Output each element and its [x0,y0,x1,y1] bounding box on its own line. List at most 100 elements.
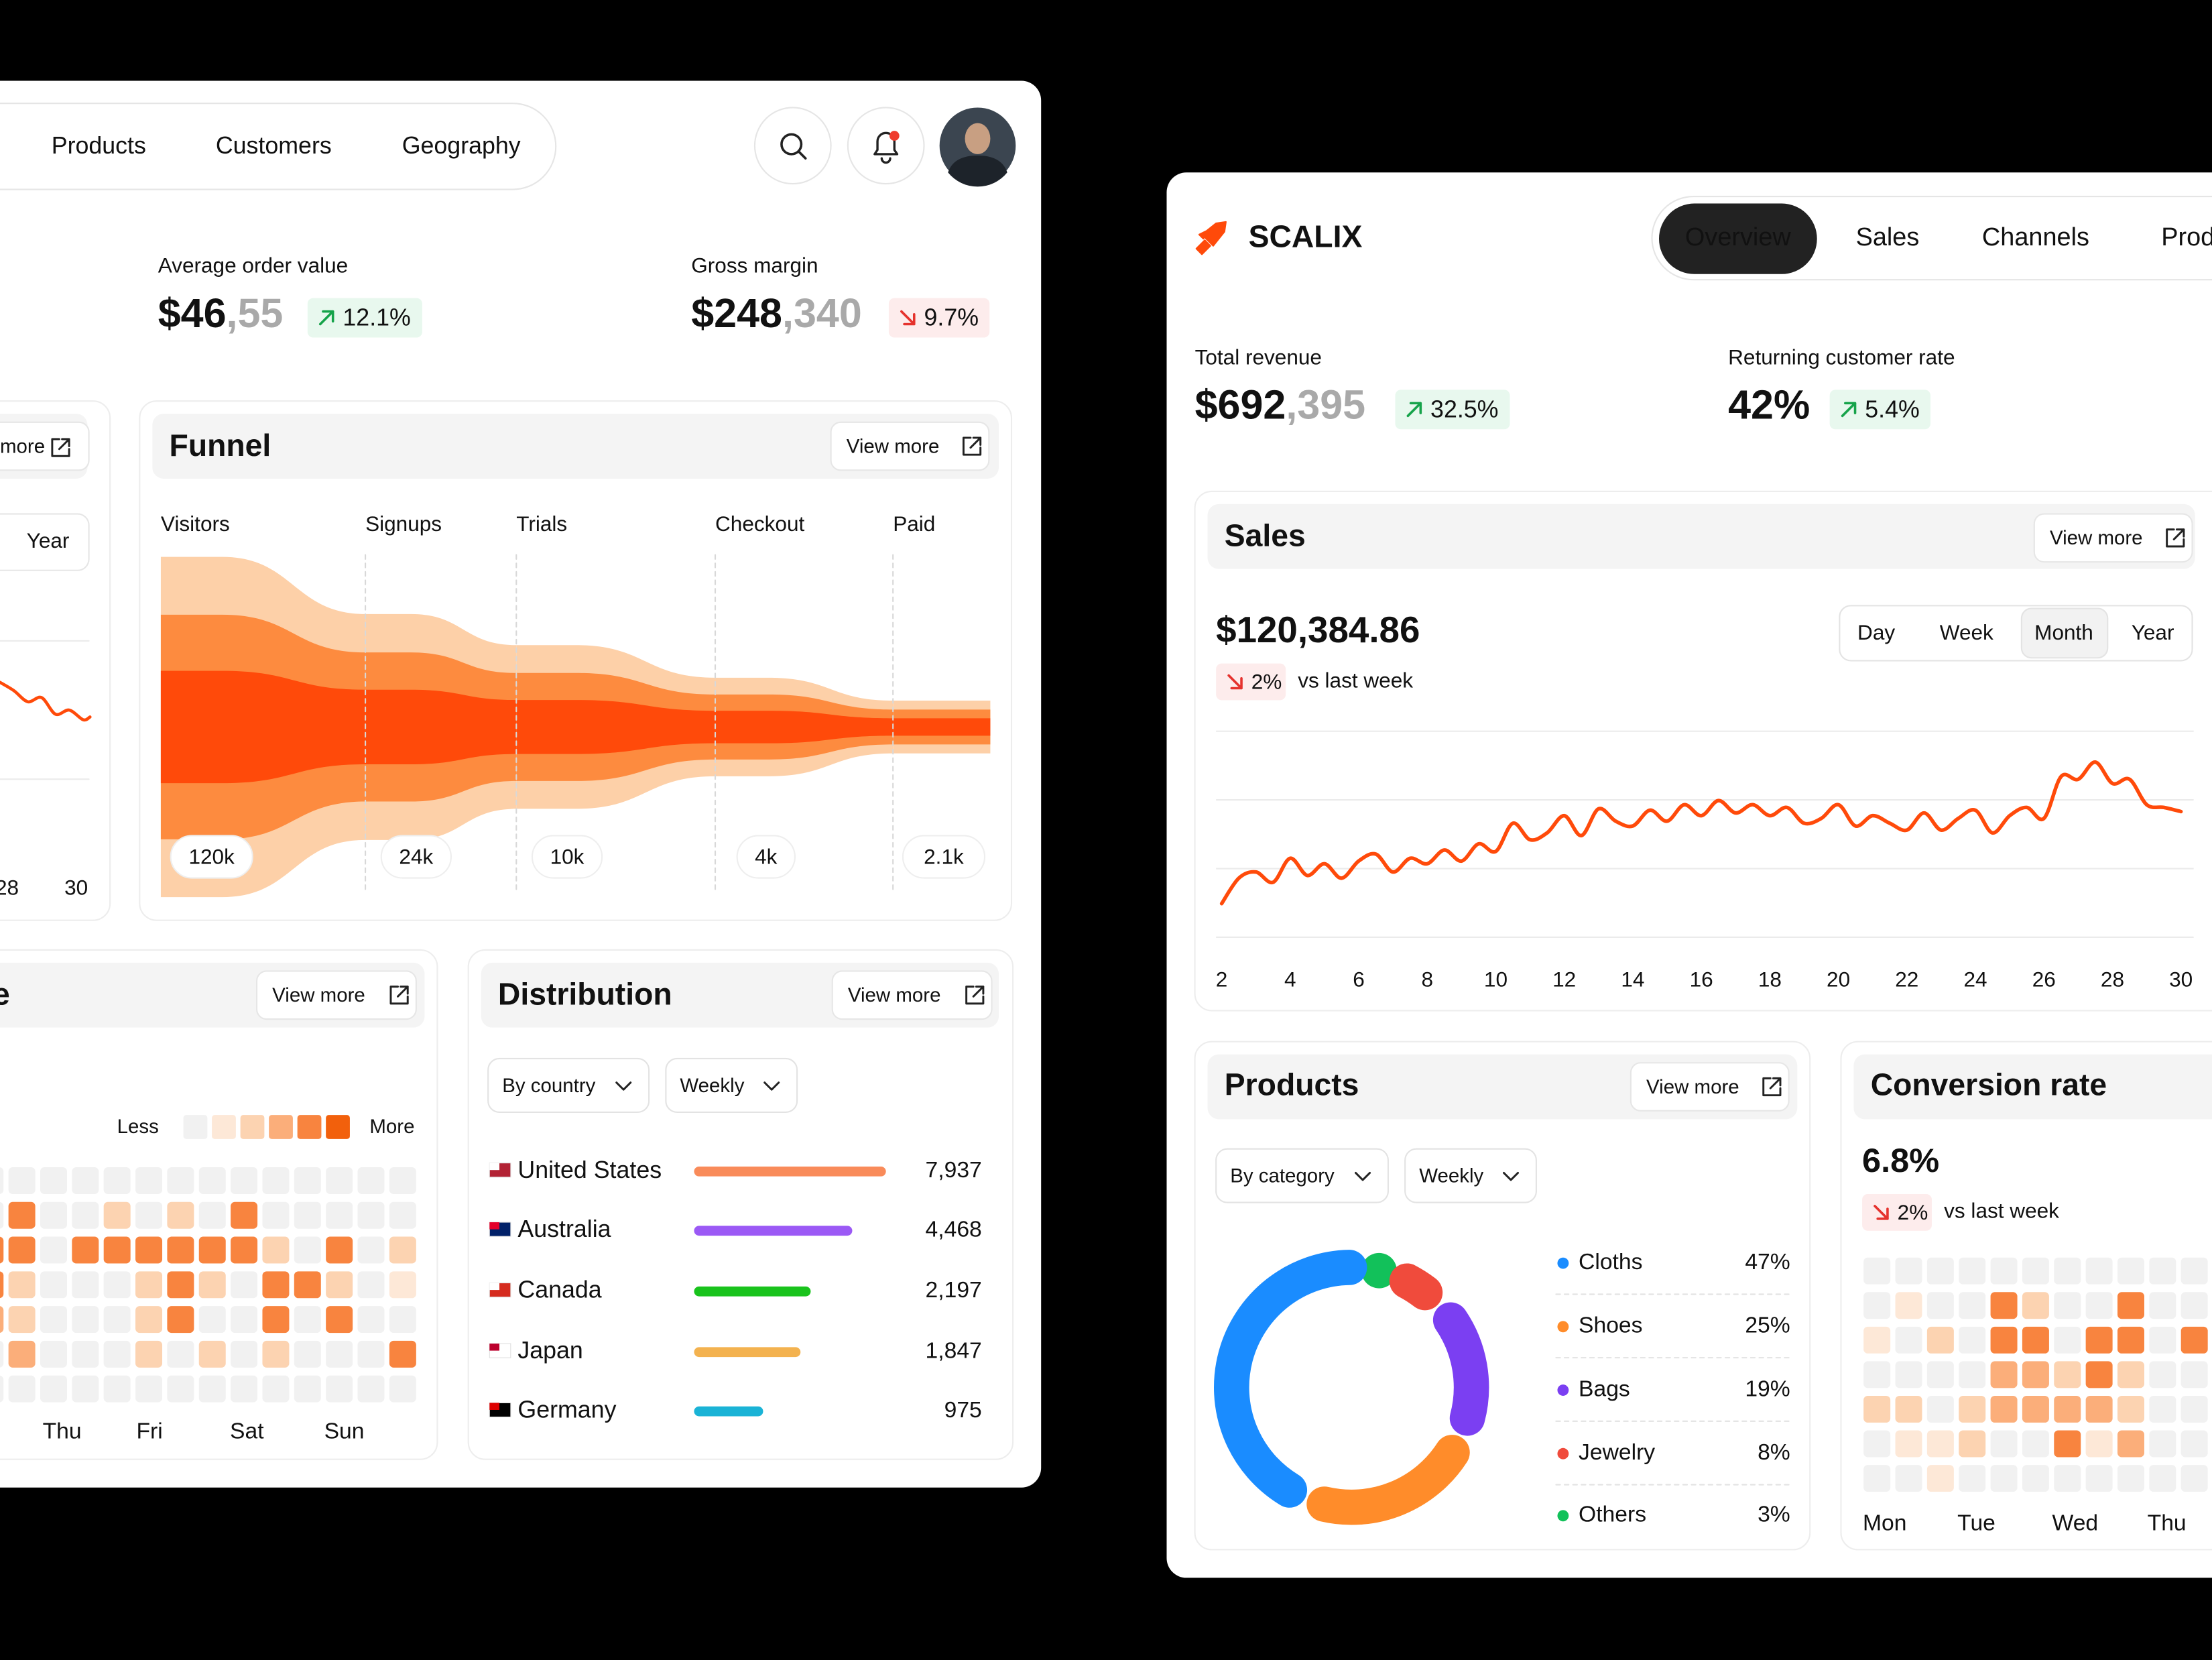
notification-button[interactable] [847,107,925,185]
nav-item[interactable]: Customers [216,132,332,159]
view-more-button[interactable] [1630,1062,1790,1112]
tab[interactable]: Produ [2161,223,2212,251]
country-name: United States [517,1157,662,1183]
change-badge [1216,663,1286,701]
period-option[interactable]: Week [1940,620,1993,644]
funnel-stage: Visitors [161,512,230,536]
heatmap-cell [262,1340,290,1368]
metric-value: 42% [1728,382,1810,428]
x-tick-label: 28 [0,876,19,900]
heatmap-cell [2085,1430,2113,1458]
heatmap-cell [1926,1430,1954,1458]
heatmap-cell [231,1236,258,1264]
avatar-body [948,156,1007,187]
view-more-button[interactable] [830,421,990,471]
metric-main: $46 [158,290,227,336]
tab[interactable]: Sales [1856,223,1920,251]
filter-dropdown[interactable] [665,1057,798,1113]
change-value: 32.5% [1430,396,1498,422]
heatmap-cell [1990,1361,2018,1388]
change-value: 2% [1898,1200,1928,1224]
view-more-button[interactable] [255,970,417,1020]
heatmap-cell [389,1236,416,1264]
funnel-band [516,700,716,754]
heatmap-cell [72,1340,99,1368]
heatmap-cell [326,1340,353,1368]
search-button[interactable] [753,107,832,185]
view-more-button[interactable] [2033,513,2193,563]
heatmap-cell [2149,1326,2176,1354]
heatmap-cell [2180,1430,2208,1458]
view-more-button[interactable] [0,421,90,471]
metric-decimals: ,55 [227,290,284,336]
funnel-value-label: 4k [755,844,778,868]
filter-dropdown[interactable] [1404,1148,1537,1203]
external-link-icon [2166,528,2185,548]
card-title: e [0,977,10,1012]
legend-dot [1557,1321,1569,1333]
tab[interactable]: Overview [1685,223,1791,251]
funnel-band [715,711,894,744]
funnel-stage: Checkout [715,512,805,536]
heatmap-cell [1863,1292,1891,1319]
external-link-icon [962,436,982,456]
x-tick-label: 4 [1284,967,1296,992]
flag-icon-detail [489,1163,500,1171]
heatmap-cell [1990,1257,2018,1285]
period-option[interactable]: Day [1857,620,1895,644]
bell-icon [873,131,899,164]
change-badge [1395,390,1510,430]
heatmap-cell [1863,1395,1891,1423]
legend-dot [1557,1384,1569,1396]
x-tick-label: 26 [2032,967,2056,992]
period-option[interactable]: Year [2132,620,2174,644]
heatmap-cell [262,1236,290,1264]
heatmap-cell [8,1271,36,1299]
heatmap-cell [1926,1257,1954,1285]
heatmap-cell [2117,1430,2144,1458]
country-name: Australia [517,1216,611,1242]
country-value: 7,937 [926,1158,982,1183]
heatmap-cell [198,1340,226,1368]
metric-main: $692 [1195,382,1286,428]
filter-dropdown[interactable] [1215,1148,1389,1203]
country-value: 4,468 [926,1218,982,1242]
legend-label: Cloths [1579,1250,1642,1274]
flag-icon-detail [489,1403,500,1410]
heatmap-cell [1926,1465,1954,1492]
heatmap-cell [294,1236,321,1264]
country-value: 1,847 [926,1339,982,1364]
view-more-label: View more [272,984,365,1006]
logo-icon [1195,221,1227,255]
heatmap-cell [262,1167,290,1194]
nav-item[interactable]: Products [52,132,146,159]
metric-decimals: ,395 [1286,382,1365,428]
flag-icon-detail [489,1222,500,1230]
distribution-bar [694,1166,886,1177]
day-label: Sat [230,1419,264,1444]
heatmap-cell [1895,1430,1922,1458]
heatmap-cell [2085,1257,2113,1285]
card-title: Sales [1225,518,1306,553]
funnel-value-pill [531,835,603,879]
heatmap-cell [40,1167,67,1194]
view-more-button[interactable] [831,970,993,1020]
heatmap-cell [1959,1395,1986,1423]
tab[interactable]: Channels [1982,223,2089,251]
period-option[interactable]: Month [2034,620,2093,644]
sales-line [0,680,92,722]
arrow-down-icon [900,310,916,326]
heatmap-cell [167,1271,194,1299]
card-header [1853,1054,2212,1120]
heatmap-cell [135,1375,163,1403]
filter-dropdown[interactable] [487,1057,650,1113]
heatmap-cell [40,1271,67,1299]
heatmap-cell [326,1201,353,1229]
metric-value: $248,340 [691,290,862,336]
heatmap-cell [2085,1395,2113,1423]
legend-swatch [183,1115,208,1139]
period-option[interactable]: Year [27,528,70,552]
nav-item[interactable]: Geography [402,132,521,159]
x-tick-label: 18 [1758,967,1782,992]
legend-label: More [369,1116,414,1138]
